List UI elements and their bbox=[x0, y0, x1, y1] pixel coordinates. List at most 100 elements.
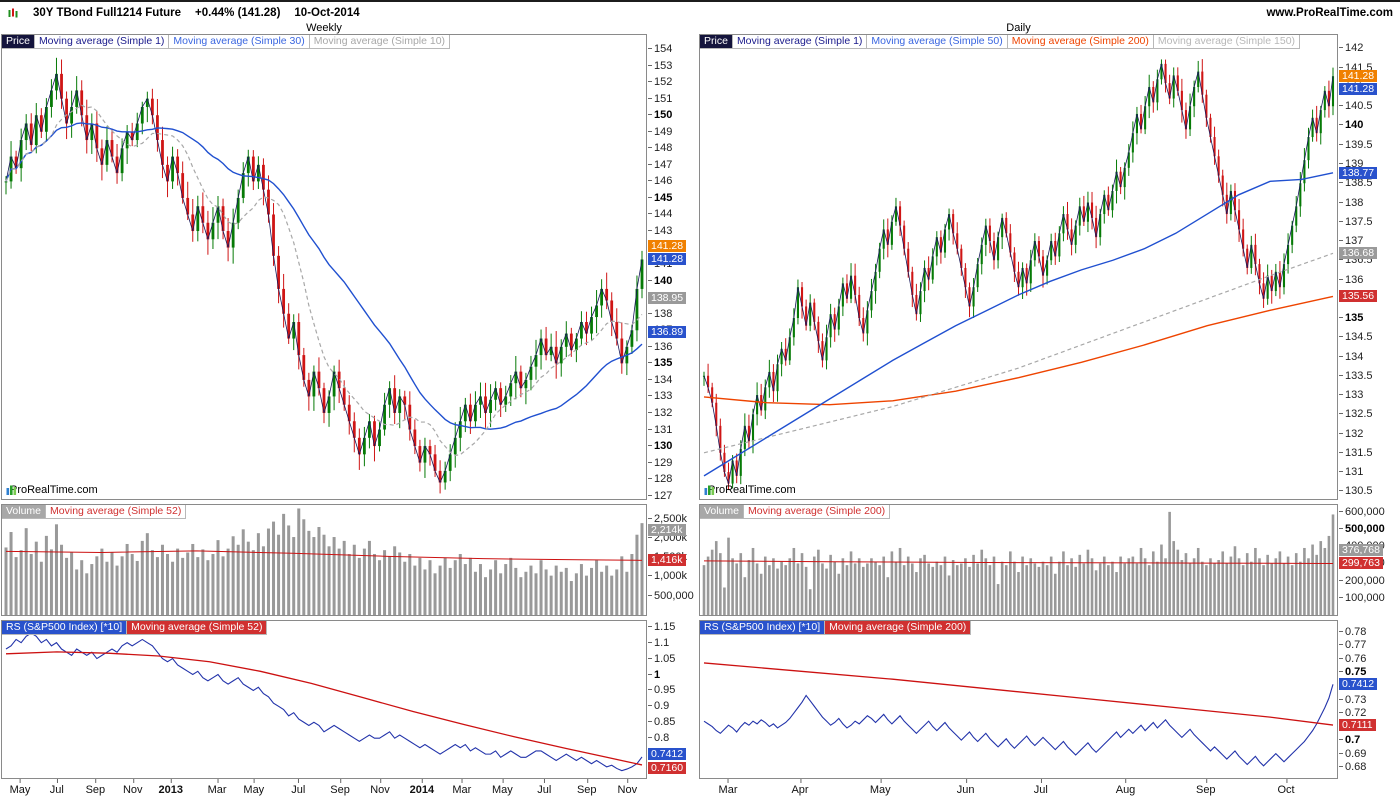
legend-item[interactable]: RS (S&P500 Index) [*10] bbox=[2, 621, 128, 634]
x-tick: Jul bbox=[1033, 779, 1048, 796]
legend-item[interactable]: Moving average (Simple 10) bbox=[309, 35, 450, 48]
y-tick: 136 bbox=[1338, 273, 1364, 286]
y-tick: 136 bbox=[647, 340, 673, 353]
x-tick: May bbox=[491, 779, 513, 796]
axis-badge: 141.28 bbox=[1339, 83, 1378, 96]
daily-rs-plot[interactable] bbox=[700, 621, 1337, 778]
y-tick: 0.9 bbox=[647, 700, 670, 713]
daily-volume-panel: Volume Moving average (Simple 200) bbox=[700, 505, 1337, 615]
x-tick: Jul bbox=[537, 779, 552, 796]
y-tick: 151 bbox=[647, 92, 673, 105]
daily-price-plot[interactable] bbox=[700, 35, 1337, 499]
axis-badge: 2,214k bbox=[648, 523, 686, 536]
y-tick: 132 bbox=[647, 406, 673, 419]
daily-rs-axis[interactable]: 0.680.690.70.710.720.730.740.750.760.770… bbox=[1338, 621, 1400, 778]
y-tick: 200,000 bbox=[1339, 574, 1385, 587]
y-tick: 127 bbox=[647, 489, 673, 502]
legend-item[interactable]: Moving average (Simple 1) bbox=[34, 35, 170, 48]
legend-item[interactable]: Moving average (Simple 200) bbox=[825, 621, 971, 634]
daily-xaxis[interactable]: Mar Apr May Jun Jul Aug Sep Oct bbox=[700, 779, 1337, 798]
x-tick: Sep bbox=[1195, 779, 1216, 796]
y-tick: 0.85 bbox=[647, 716, 676, 729]
weekly-price-plot[interactable] bbox=[2, 35, 646, 499]
y-tick: 131 bbox=[647, 423, 673, 436]
axis-badge: 136.89 bbox=[648, 326, 687, 339]
weekly-volume-axis[interactable]: 2,500k2,000k1,500k1,000k500,0002,214k1,4… bbox=[647, 505, 699, 615]
weekly-rs-panel: RS (S&P500 Index) [*10] Moving average (S… bbox=[2, 621, 646, 778]
y-tick: 0.75 bbox=[1338, 666, 1367, 679]
x-tick: Nov bbox=[122, 779, 143, 796]
y-tick: 133 bbox=[1338, 389, 1364, 402]
weekly-xaxis[interactable]: May Jul Sep Nov 2013 Mar May Jul Sep Nov 2014 Mar Ma… bbox=[2, 779, 646, 798]
x-tick: Mar bbox=[207, 779, 227, 796]
axis-badge: 0.7412 bbox=[1339, 678, 1378, 691]
legend-item[interactable]: Moving average (Simple 1) bbox=[732, 35, 868, 48]
daily-price-panel: Price Moving average (Simple 1) Moving ave… bbox=[700, 35, 1337, 499]
y-tick: 1 bbox=[647, 668, 661, 681]
legend-item[interactable]: Moving average (Simple 30) bbox=[169, 35, 310, 48]
legend-item[interactable]: Moving average (Simple 200) bbox=[1007, 35, 1154, 48]
y-tick: 149 bbox=[647, 125, 673, 138]
x-tick: 2014 bbox=[409, 779, 435, 796]
axis-badge: 138.77 bbox=[1339, 166, 1378, 179]
y-tick: 0.77 bbox=[1338, 639, 1367, 652]
y-tick: 2,500k bbox=[647, 512, 688, 525]
weekly-rs-plot[interactable] bbox=[2, 621, 646, 778]
y-tick: 140.5 bbox=[1339, 100, 1373, 113]
daily-rs-legend: RS (S&P500 Index) [*10] Moving average (S… bbox=[700, 621, 972, 635]
y-tick: 150 bbox=[647, 109, 673, 122]
legend-item[interactable]: Volume bbox=[2, 505, 47, 518]
weekly-volume-plot[interactable] bbox=[2, 505, 646, 615]
y-tick: 134 bbox=[1338, 350, 1364, 363]
x-tick: 2013 bbox=[158, 779, 183, 796]
x-tick: Mar bbox=[718, 779, 738, 796]
y-tick: 0.73 bbox=[1338, 693, 1367, 706]
legend-item[interactable]: Moving average (Simple 200) bbox=[744, 505, 890, 518]
legend-item[interactable]: Moving average (Simple 52) bbox=[127, 621, 267, 634]
x-tick: May bbox=[9, 779, 31, 796]
y-tick: 153 bbox=[647, 59, 673, 72]
axis-badge: 1,416k bbox=[648, 554, 686, 567]
y-tick: 132.5 bbox=[1339, 408, 1373, 421]
legend-item[interactable]: RS (S&P500 Index) [*10] bbox=[700, 621, 826, 634]
axis-badge: 135.56 bbox=[1339, 290, 1378, 303]
y-tick: 1.05 bbox=[647, 652, 676, 665]
daily-volume-plot[interactable] bbox=[700, 505, 1337, 615]
legend-item[interactable]: Moving average (Simple 50) bbox=[867, 35, 1008, 48]
legend-item[interactable]: Price bbox=[700, 35, 733, 48]
y-tick: 143 bbox=[647, 225, 673, 238]
y-tick: 0.95 bbox=[647, 684, 676, 697]
y-tick: 140 bbox=[647, 274, 673, 287]
x-tick: Jun bbox=[956, 779, 975, 796]
y-tick: 0.8 bbox=[647, 732, 670, 745]
y-tick: 500,000 bbox=[648, 589, 694, 602]
axis-badge: 141.28 bbox=[648, 253, 687, 266]
legend-item[interactable]: Price bbox=[2, 35, 35, 48]
instrument-title: 30Y TBond Full1214 Future bbox=[33, 7, 182, 19]
y-tick: 142 bbox=[1338, 42, 1364, 55]
y-tick: 154 bbox=[647, 43, 673, 56]
daily-price-axis[interactable]: 130.5 131 131.5 132 132.5 133 133.5 134 134.5 135… bbox=[1338, 35, 1400, 499]
y-tick: 148 bbox=[647, 142, 673, 155]
weekly-price-axis[interactable]: 1271281291301311321331341351361371381391… bbox=[647, 35, 699, 502]
y-tick: 1.15 bbox=[647, 620, 676, 633]
x-tick: Sep bbox=[85, 779, 106, 796]
daily-rs-panel: RS (S&P500 Index) [*10] Moving average (S… bbox=[700, 621, 1337, 778]
weekly-rs-axis[interactable]: 0.70.750.80.850.90.9511.051.11.150.74120… bbox=[647, 621, 699, 778]
legend-item[interactable]: Moving average (Simple 52) bbox=[46, 505, 186, 518]
axis-badge: 138.95 bbox=[648, 292, 687, 305]
daily-volume-axis[interactable]: 600,000500,000400,000300,000200,000100,0… bbox=[1338, 505, 1400, 615]
y-tick: 131.5 bbox=[1339, 446, 1373, 459]
x-tick: Sep bbox=[330, 779, 350, 796]
axis-badge: 141.28 bbox=[1339, 70, 1378, 83]
site-link[interactable]: www.ProRealTime.com bbox=[1266, 7, 1393, 19]
watermark: ProRealTime.com bbox=[704, 484, 796, 496]
legend-item[interactable]: Moving average (Simple 150) bbox=[1153, 35, 1300, 48]
y-tick: 134.5 bbox=[1339, 331, 1373, 344]
weekly-volume-panel: Volume Moving average (Simple 52) bbox=[2, 505, 646, 615]
instrument-icon bbox=[7, 7, 19, 19]
legend-item[interactable]: Volume bbox=[700, 505, 745, 518]
x-tick: May bbox=[869, 779, 891, 796]
y-tick: 1.1 bbox=[647, 636, 670, 649]
